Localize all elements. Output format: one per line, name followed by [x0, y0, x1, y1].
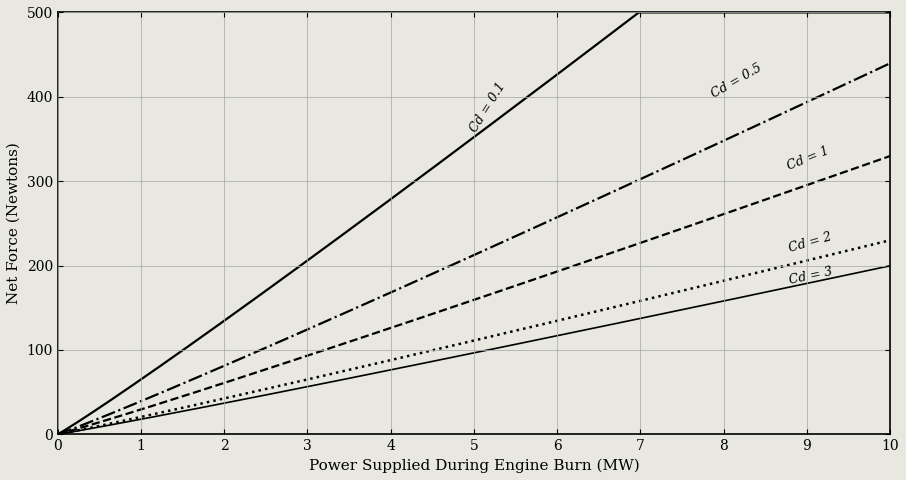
- Text: Cd = 1: Cd = 1: [786, 144, 831, 173]
- X-axis label: Power Supplied During Engine Burn (MW): Power Supplied During Engine Burn (MW): [309, 459, 640, 473]
- Y-axis label: Net Force (Newtons): Net Force (Newtons): [7, 143, 21, 304]
- Text: Cd = 0.1: Cd = 0.1: [467, 80, 508, 135]
- Text: Cd = 2: Cd = 2: [786, 230, 833, 254]
- Text: Cd = 3: Cd = 3: [787, 265, 834, 287]
- Text: Cd = 0.5: Cd = 0.5: [708, 62, 764, 101]
